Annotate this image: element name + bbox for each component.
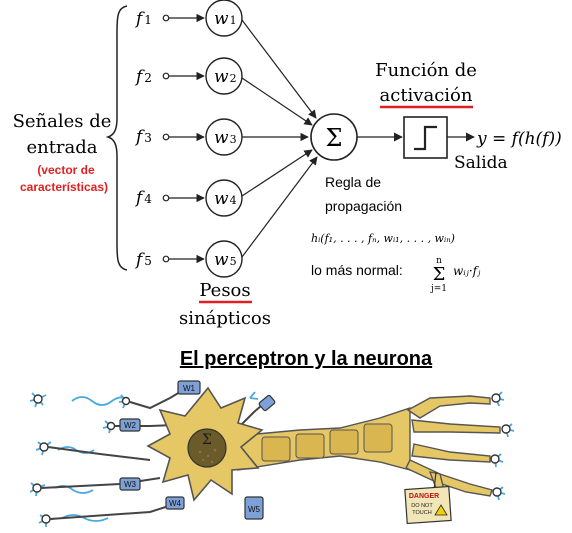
input-node (162, 133, 170, 141)
input-node (162, 255, 170, 263)
propagation-label-line1: Regla de (325, 174, 381, 190)
sum-upper-limit: n (436, 256, 442, 266)
section-title: El perceptron y la neurona (180, 348, 433, 370)
weight-capacitor (244, 496, 264, 520)
weight-label: w4 (214, 189, 237, 209)
weight-node (205, 57, 243, 95)
output-label: Salida (454, 153, 508, 173)
activation-label-line1: Función de (375, 60, 477, 81)
danger-sign-text: TOUCH (412, 510, 431, 516)
warning-icon (434, 504, 448, 516)
weight-capacitors (119, 380, 276, 520)
feature-vector-line1: (vector de (37, 163, 95, 177)
step-function-icon (414, 125, 437, 151)
weight-label: w3 (214, 128, 237, 148)
nucleus (187, 428, 227, 468)
weight-label: w5 (214, 250, 237, 270)
axon-terminals (405, 395, 501, 497)
weight-tag: W4 (169, 499, 182, 508)
weight-capacitor (119, 477, 141, 491)
weight-capacitor (119, 418, 141, 432)
input-node (162, 194, 170, 202)
output-formula: y = f(h(f)) (476, 129, 562, 149)
weight-label: w1 (214, 9, 237, 29)
weight-tag: W2 (124, 421, 137, 430)
weight-node (205, 179, 243, 217)
propagation-formula: hᵢ(f₁, . . . , fₙ, wᵢ₁, . . . , wᵢₙ) (311, 232, 455, 245)
feature-vector-line2: características) (20, 180, 108, 194)
weight-tag: W1 (183, 384, 196, 393)
weight-capacitor (258, 394, 276, 412)
weight-to-sum-arrows (241, 19, 318, 258)
input-node (162, 14, 170, 22)
weight-node (205, 240, 243, 278)
sum-symbol: Σ (326, 124, 343, 152)
input-node (162, 72, 170, 80)
sum-lower-limit: j=1 (430, 284, 447, 294)
weight-capacitor (177, 380, 201, 395)
normal-label: lo más normal: (311, 262, 403, 278)
normal-sum-symbol: Σ (433, 264, 446, 285)
danger-sign-text: DO NOT (411, 503, 433, 509)
danger-sign-text: DANGER (409, 493, 439, 500)
weight-node (205, 0, 243, 37)
weight-label: w2 (214, 67, 237, 87)
signals-label-line1: Señales de (13, 111, 112, 132)
normal-sum-term: wᵢⱼ·fⱼ (453, 264, 481, 278)
weight-tag: W5 (248, 505, 261, 514)
weight-capacitor (165, 496, 185, 510)
neuron-illustration: W1 W2 W3 W4 W5 DANGER DO NOT (29, 380, 515, 527)
weight-tag: W3 (124, 480, 137, 489)
neuron-sum-symbol: Σ (202, 432, 212, 448)
weights-label-line1: Pesos (199, 280, 250, 301)
danger-sign: DANGER DO NOT TOUCH (404, 471, 452, 525)
signals-label-line2: entrada (26, 137, 97, 158)
activation-label-line2: activación (380, 85, 473, 106)
propagation-label-line2: propagación (325, 198, 402, 214)
input-brace (105, 5, 128, 271)
weights-label-line2: sinápticos (179, 308, 271, 329)
